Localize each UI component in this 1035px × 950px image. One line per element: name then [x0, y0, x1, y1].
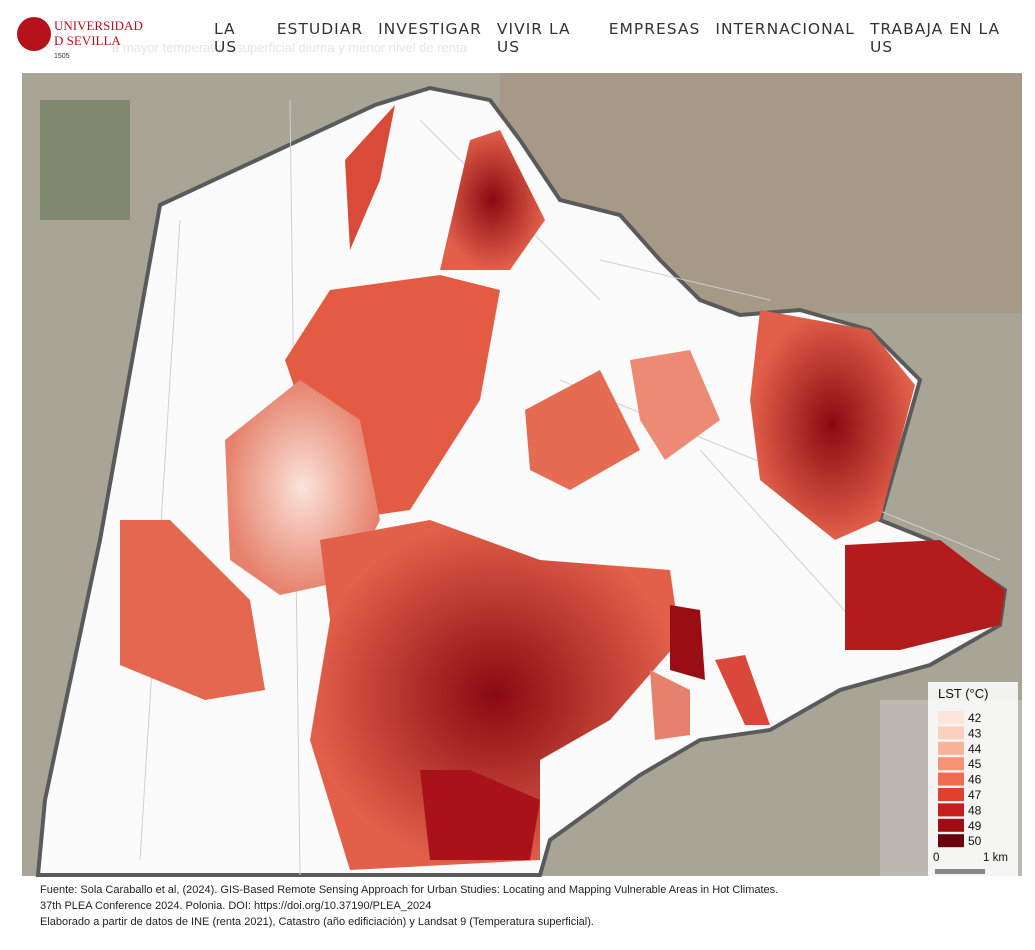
scale-start: 0 — [933, 852, 939, 864]
header-bar — [0, 0, 1035, 73]
footer: Fuente: Sola Caraballo et al, (2024). GI… — [40, 882, 778, 930]
logo-line2: D SEVILLA — [54, 33, 121, 48]
footer-line: Fuente: Sola Caraballo et al, (2024). GI… — [40, 884, 779, 896]
legend-label: 47 — [968, 788, 982, 802]
legend-label: 42 — [968, 711, 982, 725]
fields — [40, 100, 130, 220]
nav-link[interactable]: INVESTIGAR — [378, 20, 482, 38]
nav-link[interactable]: ESTUDIAR — [276, 20, 364, 38]
legend-swatch — [938, 711, 964, 724]
logo-graphic: UNIVERSIDAD D SEVILLA 1505 — [17, 17, 143, 60]
legend-label: 44 — [968, 742, 982, 756]
legend-swatch — [938, 741, 964, 755]
legend-swatch — [938, 788, 964, 801]
legend-label: 49 — [968, 819, 982, 833]
legend-swatch — [938, 834, 964, 848]
nav-link[interactable]: VIVIR LA US — [496, 20, 571, 56]
legend-label: 43 — [968, 726, 982, 740]
legend-label: 48 — [968, 803, 982, 817]
main-nav: LA US ESTUDIAR INVESTIGAR VIVIR LA US EMPRES… — [214, 20, 1035, 56]
footer-line: Elaborado a partir de datos de INE (rent… — [40, 916, 594, 928]
footer-line: 37th PLEA Conference 2024. Polonia. DOI:… — [40, 900, 432, 912]
logo-line1: UNIVERSIDAD — [54, 18, 143, 33]
nav-link[interactable]: TRABAJA EN LA US — [869, 20, 1001, 56]
nav-link[interactable]: LA US — [214, 20, 238, 56]
logo-emblem — [17, 17, 51, 51]
heat-zones — [120, 105, 1005, 870]
legend-title: LST (°C) — [938, 686, 988, 701]
faded-subtitle: a mayor temperatura superficial diurna y… — [112, 40, 467, 55]
legend-label: 46 — [968, 773, 982, 787]
scale-bar — [935, 869, 985, 874]
nav-link[interactable]: INTERNACIONAL — [715, 20, 855, 38]
logo[interactable]: UNIVERSIDAD D SEVILLA 1505 — [14, 8, 214, 73]
legend-swatch — [938, 772, 964, 786]
legend-swatch — [938, 818, 964, 832]
logo-year: 1505 — [54, 53, 70, 60]
scale-end: 1 km — [983, 852, 1008, 864]
legend-swatch — [938, 726, 964, 740]
legend-label: 45 — [968, 757, 982, 771]
legend-swatch — [938, 757, 964, 771]
legend-swatch — [938, 803, 964, 817]
legend-label: 50 — [968, 834, 982, 848]
city-boundary — [35, 85, 1008, 877]
nav-link[interactable]: EMPRESAS — [608, 20, 701, 38]
